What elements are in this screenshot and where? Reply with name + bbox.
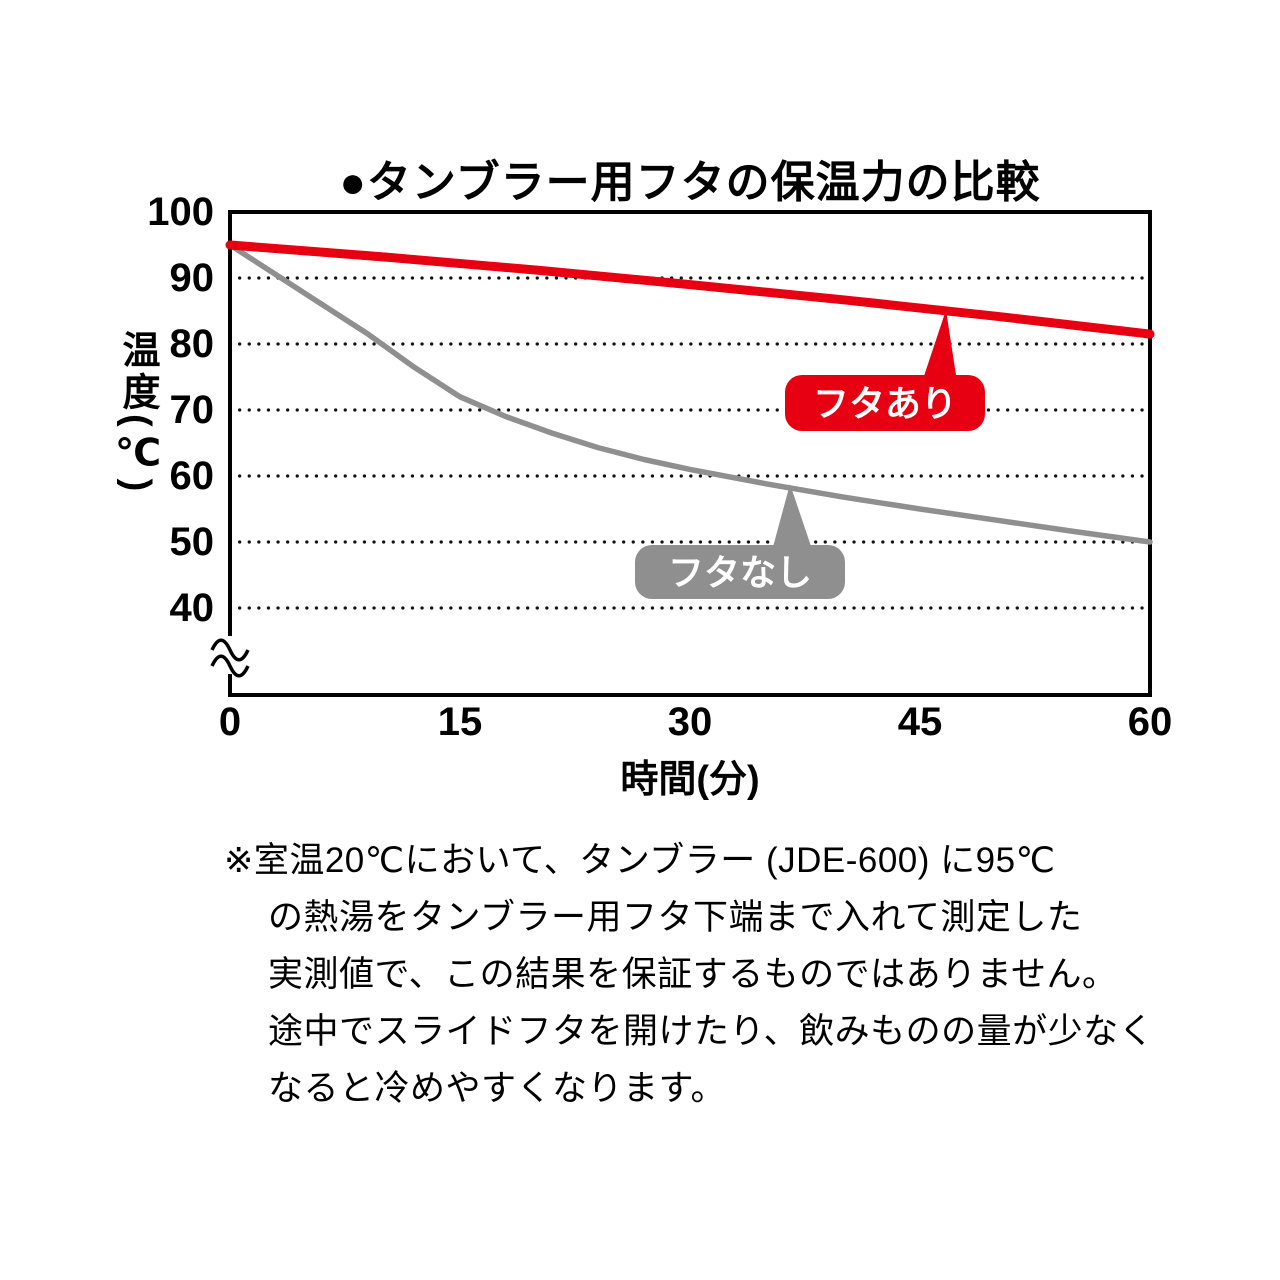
callout-with-lid: フタあり	[785, 310, 985, 431]
chart-title: ●タンブラー用フタの保温力の比較	[339, 158, 1041, 207]
y-axis-label: 温度(℃)	[116, 330, 158, 496]
callout-with-lid-label: フタあり	[813, 383, 957, 424]
callout-with-lid-pointer	[920, 310, 958, 388]
callout-no-lid-box	[635, 545, 845, 599]
series-line-no-lid	[227, 242, 1153, 545]
y-tick-70: 70	[169, 388, 215, 432]
callout-no-lid: フタなし	[635, 484, 845, 599]
y-tick-60: 60	[169, 454, 215, 498]
callout-with-lid-box	[785, 375, 985, 431]
x-axis-label: 時間(分)	[620, 759, 760, 801]
x-tick-45: 45	[897, 700, 943, 744]
footnote-line: ※室温20℃において、タンブラー (JDE-600) に95℃	[224, 841, 1056, 880]
footnote-line: の熱湯をタンブラー用フタ下端まで入れて測定した	[268, 898, 1083, 937]
x-tick-0: 0	[218, 700, 242, 744]
y-tick-40: 40	[169, 586, 215, 630]
footnote-line: 途中でスライドフタを開けたり、飲みものの量が少なく	[268, 1012, 1155, 1051]
footnote-line: 実測値で、この結果を保証するものではありません。	[268, 955, 1118, 994]
plot-area: フタあり フタなし	[208, 210, 1155, 697]
y-tick-80: 80	[169, 322, 215, 366]
x-tick-15: 15	[437, 700, 483, 744]
footnote: ※室温20℃において、タンブラー (JDE-600) に95℃ の熱湯をタンブラ…	[224, 832, 1234, 1117]
callout-no-lid-label: フタなし	[668, 552, 812, 593]
series-line-with-lid	[225, 240, 1155, 339]
x-tick-30: 30	[667, 700, 713, 744]
plot-border	[228, 210, 1152, 697]
x-tick-60: 60	[1127, 700, 1173, 744]
y-tick-50: 50	[169, 520, 215, 564]
y-tick-90: 90	[169, 256, 215, 300]
y-tick-100: 100	[147, 190, 214, 234]
y-axis-break	[208, 636, 252, 678]
callout-no-lid-pointer	[770, 484, 815, 558]
footnote-line: なると冷めやすくなります。	[268, 1069, 727, 1108]
